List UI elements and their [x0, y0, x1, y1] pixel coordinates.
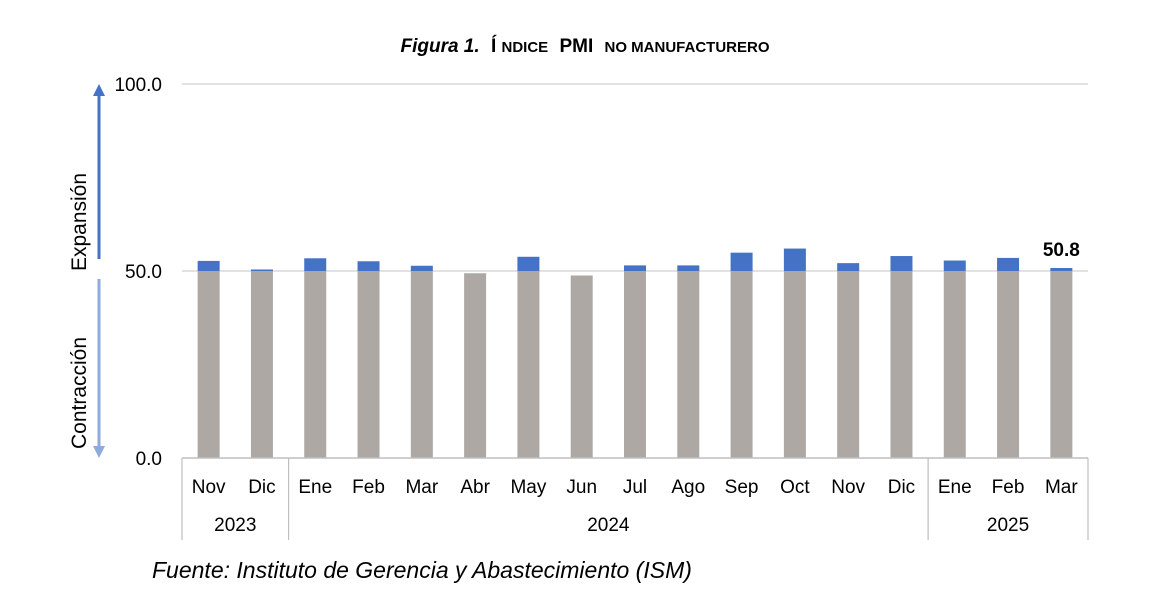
bar-above — [783, 248, 806, 271]
bar-above — [677, 265, 700, 271]
x-tick-label: Nov — [192, 477, 226, 498]
y-label-expansion: Expansión — [68, 173, 91, 271]
title-pmi: PMI — [559, 36, 593, 57]
bar-above — [517, 256, 540, 271]
year-label: 2023 — [214, 515, 256, 536]
title-initial: Í — [491, 35, 497, 57]
bar-above — [250, 269, 273, 271]
bar-above — [997, 257, 1020, 271]
bar-below — [304, 271, 327, 458]
data-label: 50.8 — [1043, 240, 1080, 261]
x-tick-label: Jul — [623, 477, 647, 498]
bar-below — [250, 271, 273, 458]
bar-below — [1050, 271, 1073, 458]
bar-below — [517, 271, 540, 458]
bar-below — [997, 271, 1020, 458]
bar-above — [624, 265, 646, 271]
title-rest: NO MANUFACTURERO — [605, 39, 770, 56]
x-tick-label: Sep — [725, 477, 759, 498]
source-note: Fuente: Instituto de Gerencia y Abasteci… — [152, 557, 692, 583]
x-tick-label: Ene — [938, 477, 972, 498]
x-tick-label: Dic — [248, 477, 275, 498]
x-tick-label: Feb — [352, 477, 385, 498]
year-label: 2025 — [987, 515, 1029, 536]
bar-below — [943, 271, 966, 458]
bar-above — [943, 260, 966, 271]
bar-below — [624, 271, 646, 458]
x-tick-label: Jun — [566, 477, 597, 498]
bar-below — [890, 271, 913, 458]
bar-above — [837, 263, 860, 271]
bar-below — [677, 271, 700, 458]
bar-below — [570, 275, 593, 458]
bar-below — [464, 273, 487, 458]
x-tick-label: Feb — [992, 477, 1025, 498]
chart-title: Figura 1. Í NDICE PMI NO MANUFACTURERO — [400, 35, 769, 57]
x-tick-label: Mar — [1045, 477, 1078, 498]
x-tick-label: Abr — [460, 477, 490, 498]
bar-below — [837, 271, 860, 458]
arrow-down-head — [93, 446, 105, 458]
bar-below — [357, 271, 380, 458]
bar-below — [410, 271, 433, 458]
bar-below — [197, 271, 220, 458]
bar-above — [357, 261, 380, 271]
x-tick-label: Mar — [405, 477, 438, 498]
x-tick-label: Nov — [831, 477, 865, 498]
y-tick-label: 0.0 — [136, 449, 162, 470]
bar-above — [197, 260, 220, 271]
y-tick-label: 100.0 — [114, 75, 162, 96]
bar-above — [730, 252, 753, 271]
x-tick-label: Ago — [671, 477, 705, 498]
bar-above — [304, 258, 327, 271]
bar-above — [410, 265, 433, 271]
svg-text:Figura 1. Í ND: Figura 1. Í NDICE PMI NO MANUFACTURERO — [400, 35, 769, 57]
year-label: 2024 — [587, 515, 630, 536]
bar-below — [730, 271, 753, 458]
x-tick-label: Oct — [780, 477, 810, 498]
title-ndice: NDICE — [502, 39, 549, 56]
bar-below — [783, 271, 806, 458]
bar-above — [890, 256, 913, 271]
arrow-up-head — [93, 84, 105, 96]
bar-above — [1050, 268, 1073, 271]
x-tick-label: Dic — [888, 477, 915, 498]
x-tick-label: May — [510, 477, 546, 498]
title-prefix: Figura 1. — [400, 36, 479, 57]
x-tick-label: Ene — [298, 477, 332, 498]
y-tick-label: 50.0 — [125, 262, 162, 283]
y-label-contraccion: Contracción — [68, 337, 91, 449]
